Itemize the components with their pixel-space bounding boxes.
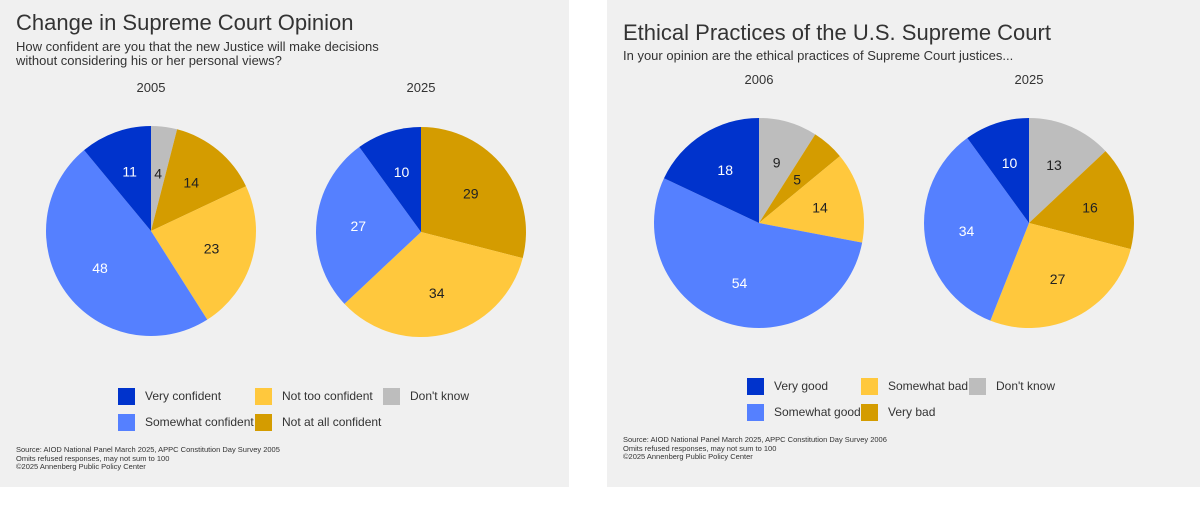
- pie-chart-2: 2006 95 14 54 18: [653, 72, 864, 329]
- legend-swatch: [255, 414, 272, 432]
- legend-swatch: [861, 404, 878, 422]
- legend-swatch: [747, 378, 764, 396]
- pie-data-label: 29: [463, 185, 479, 201]
- pie-data-label: 4: [154, 166, 162, 182]
- pie-slice-very-bad: [759, 134, 840, 223]
- pie-data-label: 18: [717, 162, 733, 178]
- pie-slice-very-good: [967, 118, 1029, 223]
- legend-swatch: [747, 404, 764, 422]
- pie-slice-very-confident: [84, 126, 151, 231]
- pie-slice-very-good: [663, 118, 759, 223]
- pie-year-label: 2025: [1015, 72, 1044, 87]
- pie-chart-1: 2025 29 34 27 10: [316, 80, 526, 337]
- chart-title: Change in Supreme Court Opinion: [16, 10, 354, 35]
- legend-label: Somewhat confident: [145, 415, 254, 429]
- legend-item-very-good: Very good: [747, 377, 829, 396]
- legend-item-dont-know: Don't know: [969, 377, 1055, 396]
- chart-title: Ethical Practices of the U.S. Supreme Co…: [623, 20, 1051, 45]
- pie-data-label: 23: [204, 241, 220, 257]
- pie-data-label: 48: [92, 260, 108, 276]
- legend-item-very-confident: Very confident: [118, 387, 222, 406]
- pie-chart-0: 2005 4 14 23 48 11: [45, 80, 256, 337]
- legend-swatch: [118, 388, 135, 406]
- legend-swatch: [969, 378, 986, 396]
- legend-label: Somewhat bad: [888, 379, 969, 393]
- pie-data-label: 9: [773, 155, 781, 171]
- pie-slice-don-t-know: [759, 118, 816, 223]
- source-note: Source: AIOD National Panel March 2025, …: [623, 435, 887, 461]
- legend-label: Don't know: [410, 389, 469, 403]
- source-note: Source: AIOD National Panel March 2025, …: [16, 445, 280, 471]
- pie-data-label: 34: [429, 285, 445, 301]
- pie-year-label: 2006: [745, 72, 774, 87]
- pie-slice-don-t-know: [151, 126, 178, 231]
- pie-data-label: 13: [1046, 157, 1062, 173]
- chart-subtitle: How confident are you that the new Justi…: [16, 39, 379, 68]
- legend-label: Very good: [774, 379, 829, 393]
- pie-year-label: 2025: [407, 80, 436, 95]
- pie-data-label: 34: [959, 223, 975, 239]
- legend-swatch: [383, 388, 400, 406]
- pie-data-label: 27: [1050, 271, 1066, 287]
- legend-item-not-at-all-confident: Not at all confident: [255, 413, 382, 432]
- pie-data-label: 16: [1082, 199, 1098, 215]
- pie-data-label: 5: [793, 172, 801, 188]
- legend-item-not-too-confident: Not too confident: [255, 387, 373, 406]
- legend-item-somewhat-confident: Somewhat confident: [118, 413, 254, 432]
- pie-slice-somewhat-confident: [316, 147, 421, 304]
- legend-item-somewhat-good: Somewhat good: [747, 403, 861, 422]
- pie-slice-somewhat-bad: [759, 156, 864, 243]
- pie-data-label: 10: [394, 164, 410, 180]
- legend-label: Don't know: [996, 379, 1055, 393]
- pie-slice-somewhat-good: [923, 138, 1029, 321]
- legend-swatch: [255, 388, 272, 406]
- pie-slice-very-bad: [1029, 151, 1134, 250]
- pie-slice-not-too-confident: [344, 232, 523, 337]
- pie-data-label: 54: [732, 275, 748, 291]
- pie-chart-3: 2025 13 16 27 34 10: [923, 72, 1134, 328]
- pie-data-label: 14: [812, 199, 828, 215]
- chart-subtitle: In your opinion are the ethical practice…: [623, 48, 1014, 63]
- legend-item-dont-know: Don't know: [383, 387, 469, 406]
- pie-data-label: 10: [1002, 155, 1018, 171]
- pie-slice-somewhat-good: [653, 178, 863, 329]
- pie-slice-don-t-know: [1029, 118, 1106, 223]
- pie-data-label: 11: [122, 164, 137, 180]
- legend-item-somewhat-bad: Somewhat bad: [861, 377, 969, 396]
- pie-slice-somewhat-bad: [990, 223, 1131, 328]
- legend-swatch: [118, 414, 135, 432]
- legend-item-very-bad: Very bad: [861, 403, 936, 422]
- legend-label: Not at all confident: [282, 415, 382, 429]
- pie-slice-not-at-all-confident: [421, 127, 526, 259]
- legend-label: Somewhat good: [774, 405, 861, 419]
- pie-slice-somewhat-confident: [45, 150, 208, 337]
- pie-slice-very-confident: [359, 126, 421, 232]
- pie-slice-not-too-confident: [151, 186, 256, 320]
- pie-data-label: 27: [351, 218, 367, 234]
- legend-label: Very bad: [888, 405, 936, 419]
- pie-year-label: 2005: [137, 80, 166, 95]
- legend-label: Not too confident: [282, 389, 373, 403]
- legend-label: Very confident: [145, 389, 222, 403]
- pie-data-label: 14: [183, 175, 199, 191]
- pie-slice-not-at-all-confident: [151, 129, 247, 231]
- legend-swatch: [861, 378, 878, 396]
